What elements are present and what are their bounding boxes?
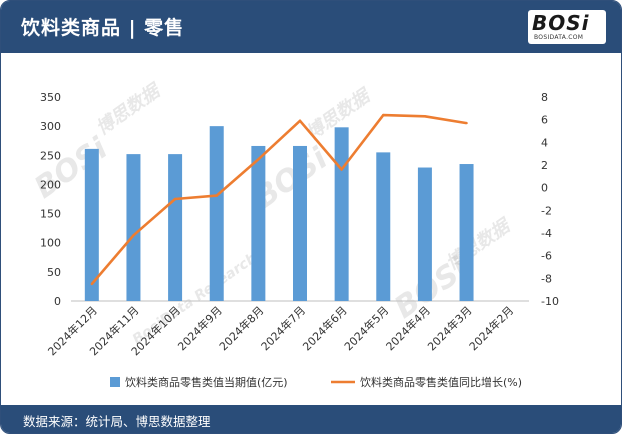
line-point [215,194,218,197]
y2-tick-label: 6 [541,114,548,127]
logo-subtext: BOSIDATA.COM [534,34,584,41]
line-point [340,168,343,171]
y-tick-label: 0 [54,295,61,308]
y-tick-label: 350 [40,91,61,104]
bar [209,126,224,302]
y2-tick-label: -2 [541,204,552,217]
line-point [465,121,468,125]
header-bar: 饮料类商品 | 零售 BOSi BOSIDATA.COM [1,1,621,53]
y2-tick-label: -10 [541,295,559,308]
legend-label-bar: 饮料类商品零售类值当期值(亿元) [125,375,288,389]
y2-tick-label: 2 [541,159,548,172]
data-source: 数据来源：统计局、博思数据整理 [23,414,211,429]
footer-bar: 数据来源：统计局、博思数据整理 [1,405,621,433]
brand-logo: BOSi BOSIDATA.COM [528,10,606,44]
line-point [382,113,385,117]
y-tick-label: 200 [40,178,61,191]
bar [126,154,141,301]
bar [84,148,99,301]
page-title: 饮料类商品 | 零售 [21,17,185,39]
bar [334,127,349,302]
y2-tick-label: 4 [541,136,548,149]
bar [459,164,474,301]
bar [251,145,266,301]
line-point [173,197,177,201]
bar [168,154,183,301]
y2-tick-label: -8 [541,272,552,285]
y-tick-label: 300 [40,120,61,133]
line-point [298,119,302,123]
y2-tick-label: 0 [541,182,548,195]
line-point [257,158,260,161]
y-tick-label: 250 [40,149,61,162]
line-point [423,115,427,118]
line-point [132,234,135,237]
y-tick-label: 50 [47,266,61,279]
legend-swatch-bar [110,377,120,387]
bar [376,152,391,301]
x-tick-label: 2024年2月 [466,303,516,353]
legend-label-line: 饮料类商品零售类值同比增长(%) [360,375,522,389]
growth-line [90,113,467,285]
bar [293,145,307,301]
y-tick-label: 150 [40,208,61,221]
y2-tick-label: -4 [541,227,552,240]
line-point [90,282,94,286]
y-tick-label: 100 [40,237,61,250]
logo-text: BOSi [532,11,590,35]
y2-tick-label: -6 [541,250,552,263]
bar [417,167,432,301]
y2-tick-label: 8 [541,91,548,104]
